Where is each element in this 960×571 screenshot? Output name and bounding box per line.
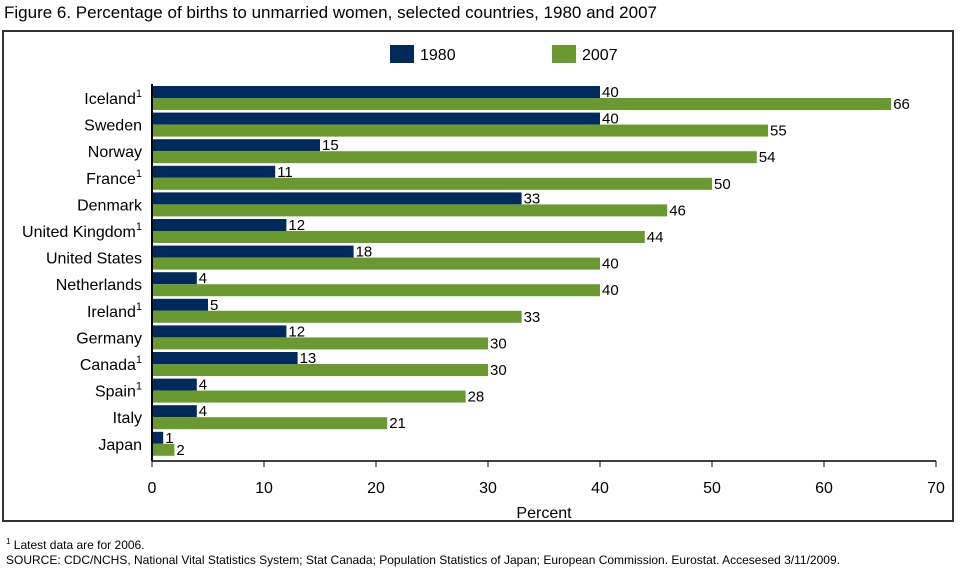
category-label: United States	[46, 251, 142, 268]
data-label-2007: 66	[893, 96, 910, 113]
bar-1980	[152, 405, 197, 418]
bar-2007	[152, 390, 466, 403]
category-label: Spain1	[95, 381, 142, 401]
category-label: Germany	[76, 330, 142, 347]
bar-1980	[152, 112, 600, 125]
footnote-text: Latest data are for 2006.	[10, 538, 145, 552]
legend-swatch-2007	[552, 45, 576, 63]
data-label-1980: 18	[356, 244, 373, 261]
x-tick-label: 30	[479, 480, 497, 497]
data-label-1980: 11	[277, 164, 293, 181]
bar-2007	[152, 98, 892, 110]
bar-1980	[152, 245, 354, 258]
data-label-1980: 4	[199, 270, 207, 287]
bar-2007	[152, 364, 488, 376]
bar-2007	[152, 204, 668, 217]
data-label-2007: 30	[490, 335, 507, 352]
bar-1980	[152, 165, 276, 178]
data-label-2007: 28	[468, 389, 485, 406]
category-label: Ireland1	[87, 301, 142, 321]
data-label-2007: 2	[176, 442, 184, 459]
category-label: Japan	[98, 437, 142, 454]
category-label: Norway	[88, 144, 142, 161]
category-label: Netherlands	[56, 277, 142, 294]
bar-2007	[152, 124, 768, 137]
data-label-1980: 15	[322, 137, 339, 154]
x-tick-label: 50	[703, 480, 721, 497]
chart-frame	[2, 30, 954, 522]
bar-1980	[152, 219, 287, 231]
data-label-1980: 40	[602, 111, 619, 128]
legend-label-2007: 2007	[582, 47, 618, 64]
bar-1980	[152, 139, 320, 152]
category-label: Italy	[113, 410, 142, 427]
source-note: SOURCE: CDC/NCHS, National Vital Statist…	[6, 553, 840, 567]
figure-title: Figure 6. Percentage of births to unmarr…	[4, 3, 657, 22]
x-tick-label: 20	[367, 480, 385, 497]
bar-2007	[152, 231, 645, 243]
x-tick-label: 40	[591, 480, 609, 497]
x-tick-label: 0	[148, 480, 157, 497]
category-label: Canada1	[80, 354, 142, 374]
category-label: Iceland1	[84, 88, 142, 108]
bar-1980	[152, 352, 298, 364]
data-label-2007: 50	[714, 176, 731, 193]
footnote-marker: 1	[6, 537, 11, 546]
data-label-2007: 40	[602, 282, 619, 299]
data-label-1980: 5	[210, 297, 218, 314]
data-label-1980: 40	[602, 84, 619, 101]
bar-1980	[152, 378, 197, 391]
data-label-1980: 4	[199, 377, 207, 394]
legend-label-1980: 1980	[420, 47, 456, 64]
data-label-1980: 12	[288, 217, 305, 234]
data-label-2007: 21	[389, 415, 406, 432]
bar-1980	[152, 272, 197, 285]
category-label: Sweden	[84, 118, 142, 135]
bar-2007	[152, 257, 600, 270]
x-tick-label: 10	[255, 480, 273, 497]
bar-1980	[152, 325, 287, 338]
category-label: United Kingdom1	[22, 221, 142, 241]
data-label-2007: 33	[524, 309, 541, 326]
data-label-2007: 54	[759, 149, 776, 166]
data-label-2007: 55	[770, 123, 787, 140]
bar-1980	[152, 431, 164, 444]
bar-2007	[152, 337, 488, 350]
category-label: Denmark	[77, 197, 143, 214]
data-label-1980: 13	[300, 350, 317, 367]
data-label-1980: 1	[165, 430, 173, 447]
legend-swatch-1980	[390, 45, 414, 63]
data-label-2007: 44	[647, 229, 664, 246]
x-tick-label: 60	[815, 480, 833, 497]
bar-2007	[152, 443, 175, 456]
data-label-1980: 12	[288, 323, 305, 340]
bar-1980	[152, 298, 208, 311]
data-label-2007: 40	[602, 256, 619, 273]
bar-1980	[152, 86, 600, 98]
footnote: 1 Latest data are for 2006.	[6, 537, 145, 552]
bar-2007	[152, 177, 712, 190]
bar-1980	[152, 192, 522, 205]
bar-2007	[152, 284, 600, 297]
data-label-2007: 30	[490, 362, 507, 379]
category-label: France1	[86, 168, 142, 188]
x-tick-label: 70	[927, 480, 945, 497]
bar-2007	[152, 151, 757, 164]
bar-2007	[152, 417, 388, 430]
data-label-2007: 46	[669, 202, 686, 219]
data-label-1980: 4	[199, 403, 207, 420]
x-axis-title: Percent	[516, 505, 572, 522]
bar-2007	[152, 310, 522, 323]
data-label-1980: 33	[524, 190, 541, 207]
